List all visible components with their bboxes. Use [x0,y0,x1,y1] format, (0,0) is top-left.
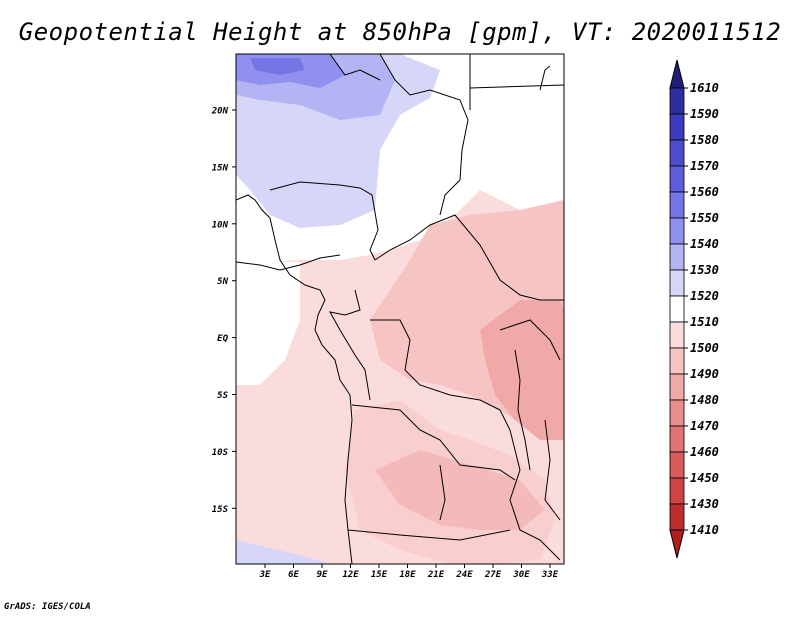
latitude-axis: 20N 15N 10N 5N EQ 5S 10S 15S [211,107,236,515]
colorbar-label: 1470 [690,419,719,433]
colorbar-swatch [669,321,685,349]
colorbar-swatch [669,217,685,245]
map-frame [235,53,565,565]
lon-label: 18E [399,570,416,580]
colorbar-swatch [669,425,685,453]
colorbar-swatch [669,503,685,531]
colorbar-bottom-triangle [669,529,685,559]
colorbar-swatch [669,295,685,323]
colorbar-swatch [669,269,685,297]
lon-label: 27E [484,570,502,580]
lon-label: 3E [259,570,271,580]
colorbar-label: 1500 [690,341,719,355]
footer-credit: GrADS: IGES/COLA [4,602,91,612]
lat-label: 5N [217,277,228,287]
colorbar-label: 1550 [690,211,719,225]
colorbar-label: 1450 [690,471,719,485]
colorbar-label: 1540 [690,237,719,251]
lon-label: 24E [455,570,473,580]
colorbar-swatch [669,373,685,401]
colorbar-swatch [669,347,685,375]
colorbar-label: 1510 [690,315,719,329]
colorbar-swatch [669,191,685,219]
colorbar-label: 1410 [690,523,719,537]
colorbar: 1610 1590 1580 1570 1560 1550 1540 1530 1520 1510… [669,59,719,559]
colorbar-label: 1610 [690,81,719,95]
colorbar-label: 1590 [690,107,719,121]
lon-label: 9E [317,570,328,580]
colorbar-label: 1430 [690,497,719,511]
lat-label: EQ [217,334,228,344]
colorbar-label: 1570 [690,159,719,173]
lat-label: 10N [212,220,229,230]
lon-label: 15E [371,570,388,580]
longitude-axis: 3E 6E 9E 12E 15E 18E 21E 24E 27E 30E 33E [259,564,559,580]
lon-label: 21E [427,570,445,580]
lon-label: 6E [288,570,299,580]
colorbar-swatch [669,243,685,271]
lon-label: 12E [342,570,359,580]
colorbar-top-triangle [669,59,685,89]
colorbar-swatch [669,165,685,193]
lon-label: 30E [512,570,530,580]
geopotential-field [236,54,564,564]
map-title: Geopotential Height at 850hPa [gpm], VT:… [18,18,782,46]
lat-label: 15S [212,505,229,515]
lon-label: 33E [541,570,559,580]
lat-label: 15N [212,163,229,173]
colorbar-swatch [669,399,685,427]
lat-label: 20N [211,107,229,117]
colorbar-swatch [669,139,685,167]
colorbar-swatch [669,477,685,505]
colorbar-swatch [669,87,685,115]
colorbar-label: 1530 [690,263,719,277]
colorbar-label: 1460 [690,445,719,459]
colorbar-label: 1480 [690,393,719,407]
colorbar-swatch [669,113,685,141]
lat-label: 5S [217,391,228,401]
colorbar-label: 1580 [690,133,719,147]
colorbar-label: 1520 [690,289,719,303]
lat-label: 10S [212,448,229,458]
colorbar-label: 1560 [690,185,719,199]
colorbar-swatch [669,451,685,479]
colorbar-label: 1490 [690,367,719,381]
map-boundaries [236,54,564,564]
